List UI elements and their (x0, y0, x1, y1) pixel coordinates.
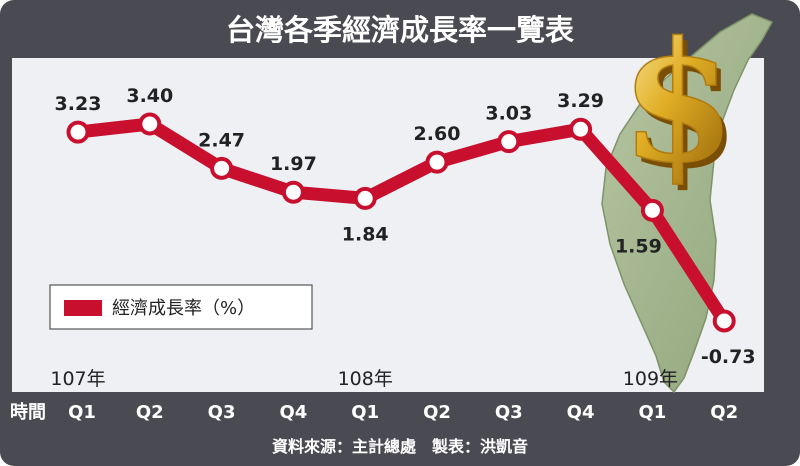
data-label: -0.73 (701, 346, 756, 368)
data-point (66, 120, 90, 144)
data-label: 3.03 (485, 103, 532, 125)
data-label: 2.60 (414, 123, 461, 145)
data-label: 1.97 (270, 153, 317, 175)
data-label: 3.29 (557, 90, 604, 112)
x-tick-label: Q4 (567, 402, 595, 423)
x-tick-label: Q1 (351, 402, 379, 423)
year-labels-layer: 107年 108年 109年 (50, 368, 678, 390)
data-point (712, 309, 736, 333)
data-label: 1.59 (615, 235, 662, 257)
data-point (210, 156, 234, 180)
data-label: 3.23 (55, 93, 102, 115)
x-tick-label: Q3 (208, 402, 236, 423)
source-note: 資料來源：主計總處 製表：洪凱音 (272, 437, 528, 456)
year-label: 109年 (623, 368, 678, 390)
x-tick-label: Q3 (495, 402, 523, 423)
data-label: 1.84 (342, 223, 389, 245)
year-label: 107年 (50, 368, 105, 390)
series-line (71, 117, 731, 328)
x-tick-label: Q2 (710, 402, 738, 423)
x-tick-label: Q1 (638, 402, 666, 423)
x-axis-label: 時間 (10, 402, 46, 423)
data-label: 3.40 (126, 85, 173, 107)
legend: 經濟成長率（%） (49, 284, 313, 330)
data-point (281, 180, 305, 204)
gold-dollar-sign-icon: $ $ (620, 4, 741, 205)
series-layer (66, 112, 736, 333)
data-point (425, 150, 449, 174)
x-tick-labels: Q1 Q2 Q3 Q4 Q1 Q2 Q3 Q4 Q1 Q2 (68, 402, 738, 423)
legend-swatch (64, 300, 102, 316)
x-tick-label: Q4 (279, 402, 307, 423)
data-point (353, 186, 377, 210)
x-tick-label: Q1 (68, 402, 96, 423)
x-tick-label: Q2 (423, 402, 451, 423)
legend-label: 經濟成長率（%） (112, 298, 255, 319)
year-label: 108年 (338, 368, 393, 390)
data-point (640, 198, 664, 222)
data-point (138, 112, 162, 136)
value-labels-layer: 3.23 3.40 2.47 1.97 1.84 2.60 3.03 3.29 1.59 -0.7… (55, 85, 756, 368)
taiwan-map-icon (601, 13, 774, 394)
x-tick-label: Q2 (136, 402, 164, 423)
data-point (497, 130, 521, 154)
svg-text:$: $ (621, 5, 736, 199)
svg-text:$: $ (626, 11, 741, 205)
data-label: 2.47 (198, 129, 245, 151)
data-point (569, 117, 593, 141)
chart-title: 台灣各季經濟成長率一覽表 (226, 13, 574, 47)
